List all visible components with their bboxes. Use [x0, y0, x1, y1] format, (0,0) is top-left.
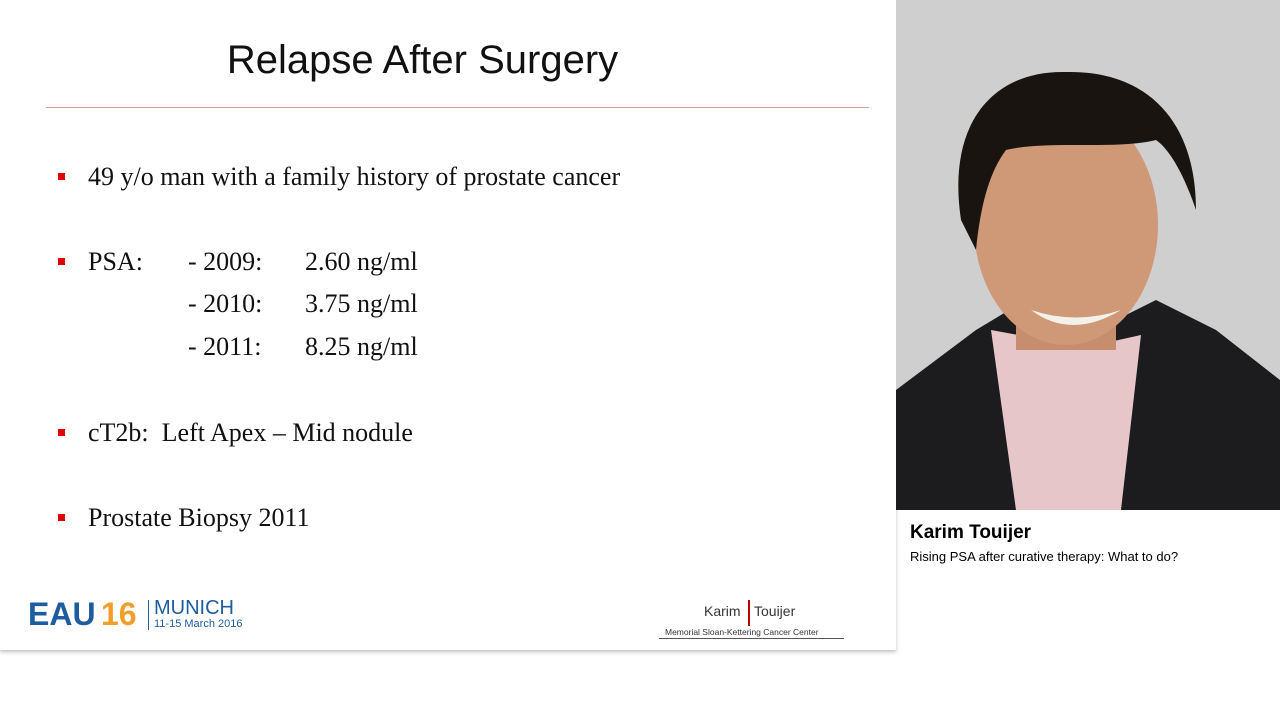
talk-title: Rising PSA after curative therapy: What … [910, 549, 1179, 564]
logo-city: MUNICH [154, 597, 234, 619]
bullet-text: cT2b: Left Apex – Mid nodule [88, 418, 413, 447]
psa-year: - 2011: [188, 332, 262, 361]
logo-separator [148, 600, 149, 630]
slide-title: Relapse After Surgery [226, 38, 619, 82]
logo-number: 16 [101, 596, 137, 632]
speaker-hair [958, 71, 1196, 250]
psa-value: 8.25 ng/ml [305, 332, 418, 361]
bullet-text: PSA: [88, 247, 143, 276]
speaker-video [896, 0, 1280, 510]
title-rule [46, 107, 869, 108]
bullet-marker [58, 173, 65, 180]
bullet-marker [58, 429, 65, 436]
bullet-marker [58, 258, 65, 265]
bullet-text: 49 y/o man with a family history of pros… [88, 162, 621, 191]
psa-value: 2.60 ng/ml [305, 247, 418, 276]
psa-value: 3.75 ng/ml [305, 289, 418, 318]
bullet-text: Prostate Biopsy 2011 [88, 503, 310, 532]
psa-year: - 2010: [188, 289, 263, 318]
speaker-shirt [991, 330, 1141, 510]
logo-dates: 11-15 March 2016 [154, 618, 243, 630]
presenter-last: Touijer [754, 603, 796, 619]
speaker-face [974, 105, 1158, 345]
speaker-name: Karim Touijer [910, 522, 1032, 543]
presenter-institution: Memorial Sloan-Kettering Cancer Center [665, 627, 819, 637]
logo-eau: EAU [28, 596, 96, 632]
presenter-underline [659, 638, 844, 639]
presenter-first: Karim [704, 603, 741, 619]
bullet-marker [58, 514, 65, 521]
slide: Relapse After Surgery 49 y/o man with a … [28, 38, 869, 639]
speaker-smile [1031, 310, 1121, 325]
presenter-separator [748, 600, 750, 626]
psa-year: - 2009: [188, 247, 263, 276]
